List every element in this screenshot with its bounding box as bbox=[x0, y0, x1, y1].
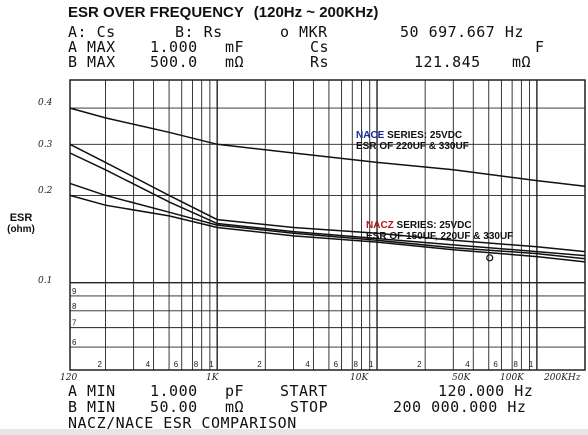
plot-frame bbox=[69, 79, 586, 371]
y-tick-0-4: 0.4 bbox=[38, 98, 53, 108]
marker-point bbox=[486, 254, 494, 262]
a-min-value: 1.000 bbox=[150, 382, 198, 400]
decade-digit: 2 bbox=[97, 360, 102, 369]
series-line-nace-0 bbox=[69, 107, 586, 188]
trace-a-param: A: Cs bbox=[68, 23, 116, 41]
title-range: (120Hz ~ 200KHz) bbox=[253, 4, 379, 21]
decade-digit: 4 bbox=[305, 360, 310, 369]
marker-param-a: Cs bbox=[310, 38, 330, 56]
nace-esr-line: ESR OF 220UF & 330UF bbox=[356, 141, 469, 152]
a-min-unit: pF bbox=[225, 382, 245, 400]
start-label: START bbox=[280, 382, 328, 400]
decade-digit: 1 bbox=[529, 360, 534, 369]
marker-frequency: 50 697.667 Hz bbox=[400, 23, 524, 41]
decade-digit: 2 bbox=[257, 360, 262, 369]
nacz-brand: NACZ bbox=[366, 220, 394, 231]
decade-digit: 8 bbox=[194, 360, 199, 369]
b-min-unit: mΩ bbox=[225, 398, 245, 416]
x-tick-200khz: 200KHz bbox=[544, 373, 581, 383]
y-tick-0-3: 0.3 bbox=[38, 140, 53, 150]
nace-brand: NACE bbox=[356, 130, 385, 141]
decade-digit: 1 bbox=[209, 360, 214, 369]
marker-unit-b: mΩ bbox=[512, 53, 532, 71]
decade-digit: 6 bbox=[493, 360, 498, 369]
b-max-unit: mΩ bbox=[225, 53, 245, 71]
chart-title: ESR OVER FREQUENCY (120Hz ~ 200KHz) bbox=[68, 4, 378, 21]
chart-grid bbox=[69, 79, 586, 371]
marker-unit-a: F bbox=[535, 38, 545, 56]
stop-value: 200 000.000 Hz bbox=[393, 398, 527, 416]
a-min-label: A MIN bbox=[68, 382, 116, 400]
marker-label: o MKR bbox=[280, 23, 328, 41]
x-tick-50k: 50K bbox=[452, 373, 471, 383]
y-tick-0-2: 0.2 bbox=[38, 186, 53, 196]
series-line-nacz-4 bbox=[69, 194, 586, 263]
decade-digits: 9 8 7 6 2 4 6 8 1 2 4 6 8 1 2 4 6 8 1 bbox=[72, 287, 534, 369]
scan-edge bbox=[0, 429, 588, 435]
x-tick-100k: 100K bbox=[500, 373, 524, 383]
start-value: 120.000 Hz bbox=[438, 382, 534, 400]
comparison-title: NACZ/NACE ESR COMPARISON bbox=[68, 414, 297, 432]
y-grid-digit: 6 bbox=[72, 338, 77, 347]
series-line-nacz-3 bbox=[69, 182, 586, 260]
b-max-label: B MAX bbox=[68, 53, 116, 71]
nacz-annotation: NACZ SERIES: 25VDC ESR OF 150UF, 220UF &… bbox=[366, 220, 513, 242]
y-axis-label-line1: ESR bbox=[9, 212, 33, 224]
b-max-value: 500.0 bbox=[150, 53, 198, 71]
b-min-label: B MIN bbox=[68, 398, 116, 416]
y-tick-0-1: 0.1 bbox=[38, 276, 53, 286]
y-grid-digit: 8 bbox=[72, 302, 77, 311]
chart-curves bbox=[69, 107, 586, 263]
nace-annotation: NACE SERIES: 25VDC ESR OF 220UF & 330UF bbox=[356, 130, 469, 152]
a-max-value: 1.000 bbox=[150, 38, 198, 56]
decade-digit: 1 bbox=[369, 360, 374, 369]
decade-digit: 4 bbox=[465, 360, 470, 369]
x-tick-1k: 1K bbox=[206, 373, 219, 383]
a-max-label: A MAX bbox=[68, 38, 116, 56]
x-tick-10k: 10K bbox=[350, 373, 369, 383]
decade-digit: 4 bbox=[146, 360, 151, 369]
trace-b-param: B: Rs bbox=[175, 23, 223, 41]
marker-param-b: Rs bbox=[310, 53, 330, 71]
y-axis-label: ESR (ohm) bbox=[4, 212, 38, 235]
nacz-esr-line: ESR OF 150UF, 220UF & 330UF bbox=[366, 231, 514, 242]
nace-series: SERIES: 25VDC bbox=[384, 130, 463, 141]
x-tick-120: 120 bbox=[60, 373, 78, 383]
a-max-unit: mF bbox=[225, 38, 245, 56]
y-grid-digit: 9 bbox=[72, 287, 77, 296]
decade-digit: 2 bbox=[417, 360, 422, 369]
marker-value-b: 121.845 bbox=[414, 53, 481, 71]
nacz-series: SERIES: 25VDC bbox=[393, 220, 472, 231]
decade-digit: 8 bbox=[513, 360, 518, 369]
title-text: ESR OVER FREQUENCY bbox=[68, 4, 244, 21]
y-axis-label-line2: (ohm) bbox=[7, 224, 35, 235]
b-min-value: 50.00 bbox=[150, 398, 198, 416]
decade-digit: 8 bbox=[354, 360, 359, 369]
decade-digit: 6 bbox=[174, 360, 179, 369]
decade-digit: 6 bbox=[334, 360, 339, 369]
y-grid-digit: 7 bbox=[72, 319, 77, 328]
series-line-nace-1 bbox=[69, 143, 586, 253]
stop-label: STOP bbox=[290, 398, 329, 416]
series-line-nacz-2 bbox=[69, 152, 586, 257]
